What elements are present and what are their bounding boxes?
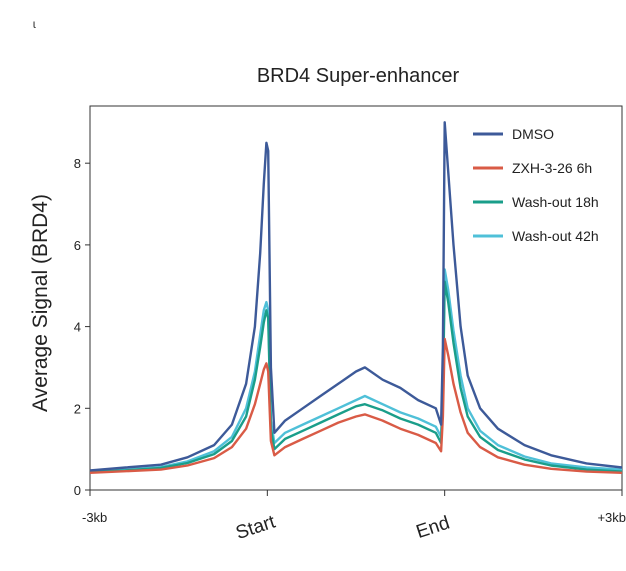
- series-lines: [89, 121, 623, 474]
- corner-mark: ɩ: [33, 17, 36, 31]
- y-axis: 0 2 4 6 8: [74, 156, 90, 498]
- x-tick-label: End: [414, 513, 453, 543]
- series-line-1: [89, 337, 623, 474]
- y-axis-label: Average Signal (BRD4): [29, 194, 52, 412]
- series-line-0: [89, 121, 623, 472]
- chart-title: BRD4 Super-enhancer: [257, 65, 460, 87]
- legend-label: DMSO: [512, 126, 554, 142]
- y-tick-label: 4: [74, 320, 81, 335]
- x-tick-label: -3kb: [82, 510, 107, 525]
- x-tick-label: Start: [233, 511, 278, 544]
- y-tick-label: 6: [74, 238, 81, 253]
- y-tick-label: 2: [74, 401, 81, 416]
- legend-label: Wash-out 42h: [512, 228, 599, 244]
- series-line-2: [89, 280, 623, 474]
- plot-frame: [89, 105, 623, 491]
- y-tick-label: 0: [74, 483, 81, 498]
- x-tick-label: +3kb: [597, 510, 626, 525]
- legend-label: Wash-out 18h: [512, 194, 599, 210]
- legend: DMSO ZXH-3-26 6h Wash-out 18h Wash-out 42h: [473, 126, 599, 244]
- y-tick-label: 8: [74, 156, 81, 171]
- series-line-3: [89, 268, 623, 473]
- legend-label: ZXH-3-26 6h: [512, 160, 592, 176]
- x-axis: -3kb Start End +3kb: [82, 490, 626, 544]
